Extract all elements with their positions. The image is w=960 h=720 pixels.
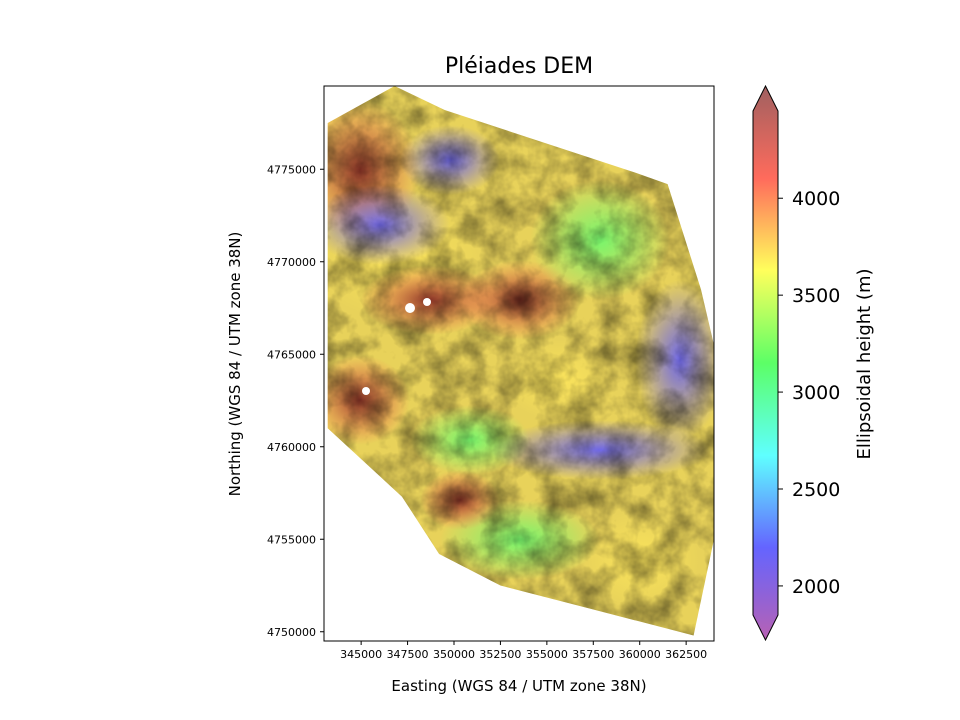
colorbar-label: Ellipsoidal height (m) xyxy=(854,268,875,459)
x-tick-label: 347500 xyxy=(387,648,429,661)
dem-raster xyxy=(327,86,714,636)
colorbar-tick-label: 4000 xyxy=(792,188,840,210)
y-tick-label: 4770000 xyxy=(267,256,316,269)
y-tick-label: 4765000 xyxy=(267,348,316,361)
x-tick-label: 362500 xyxy=(665,648,707,661)
colorbar-tick-label: 3000 xyxy=(792,382,840,404)
colorbar-tick-label: 2500 xyxy=(792,479,840,501)
y-axis-label: Northing (WGS 84 / UTM zone 38N) xyxy=(226,232,244,497)
x-tick-label: 350000 xyxy=(433,648,475,661)
y-axis: 4750000 4755000 4760000 4765000 4770000 47750… xyxy=(267,163,324,639)
plot-area: 345000 347500 350000 352500 355000 357500 3600… xyxy=(267,85,715,661)
x-tick-label: 357500 xyxy=(572,648,614,661)
colorbar-tick-label: 2000 xyxy=(792,576,840,598)
colorbar: 2000 2500 3000 3500 4000 Ellipsoidal height … xyxy=(752,84,875,642)
x-tick-label: 352500 xyxy=(479,648,521,661)
y-tick-label: 4760000 xyxy=(267,441,316,454)
colorbar-ticks: 2000 2500 3000 3500 4000 xyxy=(778,188,840,598)
y-tick-label: 4755000 xyxy=(267,533,316,546)
x-tick-label: 345000 xyxy=(340,648,382,661)
plot-frame xyxy=(323,85,715,642)
x-tick-label: 355000 xyxy=(526,648,568,661)
y-tick-label: 4750000 xyxy=(267,626,316,639)
y-tick-label: 4775000 xyxy=(267,163,316,176)
colorbar-tick-label: 3500 xyxy=(792,285,840,307)
x-axis-label: Easting (WGS 84 / UTM zone 38N) xyxy=(391,677,646,695)
x-tick-label: 360000 xyxy=(619,648,661,661)
chart-title: Pléiades DEM xyxy=(445,54,593,79)
colorbar-body xyxy=(752,84,779,642)
x-axis: 345000 347500 350000 352500 355000 357500 3600… xyxy=(340,641,707,661)
